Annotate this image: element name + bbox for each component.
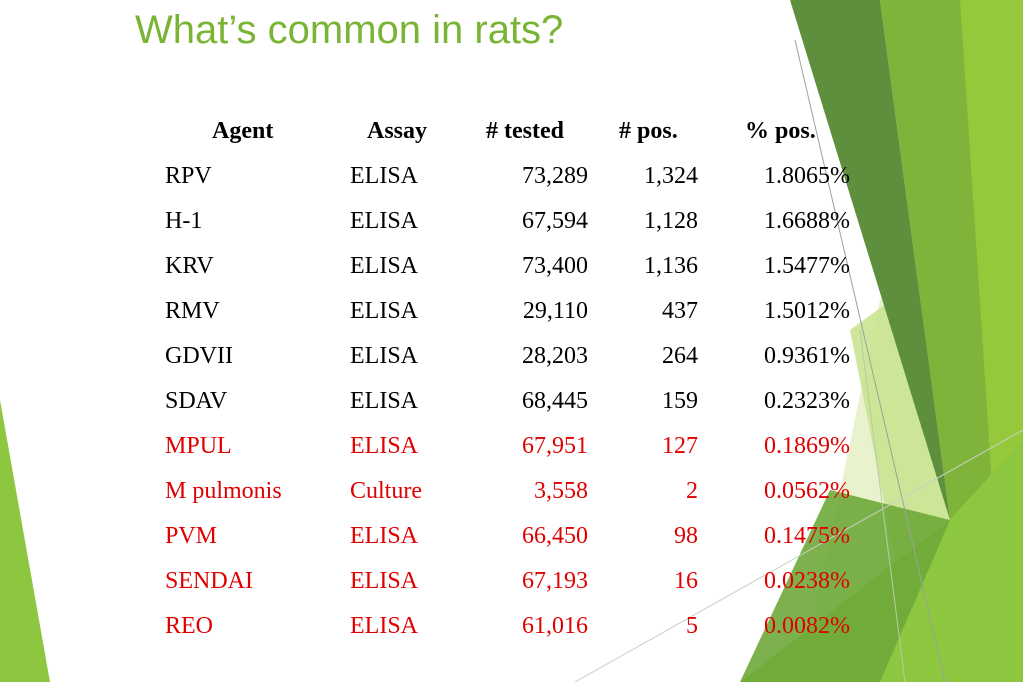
header-tested: # tested (486, 118, 564, 144)
header-pos: # pos. (619, 118, 678, 144)
header-pct: % pos. (745, 118, 816, 144)
table-cell-pos: 5 (686, 613, 698, 639)
table-cell-pos: 2 (686, 478, 698, 504)
table-cell-agent: MPUL (165, 433, 232, 459)
table-cell-assay: ELISA (350, 433, 418, 459)
table-cell-agent: KRV (165, 253, 214, 279)
table-cell-pct: 0.1475% (764, 523, 850, 549)
table-cell-pct: 0.0562% (764, 478, 850, 504)
table-cell-assay: ELISA (350, 568, 418, 594)
left-accent-shape (0, 400, 50, 682)
table-cell-pos: 159 (662, 388, 698, 414)
table-cell-pct: 0.0082% (764, 613, 850, 639)
table-cell-pos: 127 (662, 433, 698, 459)
table-cell-agent: RPV (165, 163, 212, 189)
table-cell-assay: ELISA (350, 163, 418, 189)
table-cell-pos: 1,324 (644, 163, 698, 189)
table-cell-assay: ELISA (350, 253, 418, 279)
table-cell-pos: 1,128 (644, 208, 698, 234)
right-thin-line-2 (574, 429, 1023, 682)
table-cell-pct: 1.5012% (764, 298, 850, 324)
header-agent: Agent (212, 118, 274, 144)
table-cell-pos: 1,136 (644, 253, 698, 279)
table-cell-assay: ELISA (350, 613, 418, 639)
right-thin-line-1 (794, 39, 946, 682)
table-cell-tested: 67,951 (522, 433, 588, 459)
table-cell-agent: SDAV (165, 388, 228, 414)
table-cell-assay: ELISA (350, 523, 418, 549)
header-assay: Assay (367, 118, 428, 144)
right-thin-line-3 (859, 329, 906, 682)
table-cell-agent: REO (165, 613, 213, 639)
table-cell-assay: ELISA (350, 343, 418, 369)
table-cell-tested: 67,594 (522, 208, 588, 234)
table-cell-agent: PVM (165, 523, 218, 549)
table-cell-tested: 73,400 (522, 253, 588, 279)
right-facet-shade (740, 490, 950, 682)
table-cell-pct: 1.6688% (764, 208, 850, 234)
table-cell-tested: 73,289 (522, 163, 588, 189)
table-cell-agent: RMV (165, 298, 220, 324)
table-cell-tested: 67,193 (522, 568, 588, 594)
right-facet-bottom (740, 440, 1023, 682)
table-cell-tested: 3,558 (534, 478, 588, 504)
table-cell-assay: ELISA (350, 298, 418, 324)
table-cell-assay: ELISA (350, 208, 418, 234)
table-cell-tested: 61,016 (522, 613, 588, 639)
page-title: What’s common in rats? (135, 8, 564, 52)
table-cell-agent: SENDAI (165, 568, 253, 594)
table-cell-tested: 66,450 (522, 523, 588, 549)
table-cell-pct: 0.0238% (764, 568, 850, 594)
table-cell-assay: ELISA (350, 388, 418, 414)
table-cell-pct: 0.1869% (764, 433, 850, 459)
table-cell-assay: Culture (350, 478, 422, 504)
table-cell-pos: 98 (674, 523, 698, 549)
table-cell-pos: 16 (674, 568, 698, 594)
table-cell-agent: M pulmonis (165, 478, 282, 504)
table-cell-pct: 1.8065% (764, 163, 850, 189)
table-cell-tested: 29,110 (522, 298, 588, 324)
table-cell-agent: GDVII (165, 343, 233, 369)
right-facet-dark (790, 0, 950, 520)
table-cell-pos: 437 (662, 298, 698, 324)
table-cell-pct: 0.2323% (764, 388, 850, 414)
table-cell-agent: H-1 (165, 208, 203, 234)
table-cell-tested: 68,445 (522, 388, 588, 414)
table-cell-pct: 1.5477% (764, 253, 850, 279)
table-cell-tested: 28,203 (522, 343, 588, 369)
table-cell-pct: 0.9361% (764, 343, 850, 369)
table-cell-pos: 264 (662, 343, 698, 369)
